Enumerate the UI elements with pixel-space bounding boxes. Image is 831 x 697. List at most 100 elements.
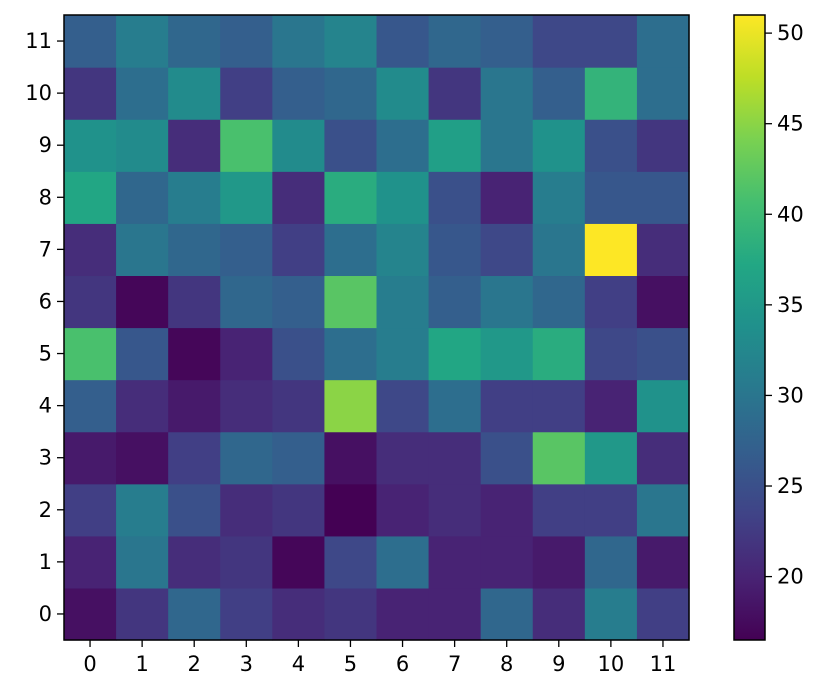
heatmap-cell [636, 483, 690, 537]
heatmap-cell [324, 535, 378, 589]
heatmap-cell [64, 327, 117, 381]
heatmap-cell [272, 119, 326, 172]
heatmap-cell [168, 535, 221, 589]
heatmap-cell [116, 535, 169, 589]
heatmap-cell [64, 223, 117, 277]
heatmap-cell [168, 483, 221, 537]
y-tick-label: 9 [39, 133, 52, 157]
x-tick-label: 4 [292, 652, 305, 676]
heatmap-cell [532, 275, 586, 329]
heatmap-cell [584, 327, 638, 381]
colorbar-axis: 20 25 30 35 40 45 50 [765, 21, 804, 589]
heatmap-cell [64, 171, 117, 224]
heatmap-cell [168, 67, 221, 120]
heatmap-cell [272, 587, 326, 641]
heatmap-cell [584, 379, 638, 433]
heatmap-cell [116, 379, 169, 433]
colorbar-tick-label: 20 [777, 565, 804, 589]
heatmap-cell [376, 171, 430, 224]
heatmap-cell [116, 483, 169, 537]
heatmap-cell [532, 483, 586, 537]
heatmap-cell [428, 327, 482, 381]
heatmap-cell [324, 223, 378, 277]
heatmap-cell [480, 327, 534, 381]
heatmap-cell [636, 119, 690, 172]
heatmap-cell [220, 327, 273, 381]
heatmap-cell [272, 275, 326, 329]
heatmap-cell [480, 379, 534, 433]
heatmap-cell [272, 535, 326, 589]
heatmap-cell [532, 15, 586, 68]
heatmap-cell [168, 119, 221, 172]
colorbar-tick-label: 30 [777, 383, 804, 407]
y-tick-label: 10 [25, 81, 52, 105]
heatmap-cell [532, 535, 586, 589]
heatmap-cell [324, 171, 378, 224]
heatmap-cell [64, 67, 117, 120]
heatmap-cell [168, 379, 221, 433]
heatmap-cell [584, 67, 638, 120]
x-axis: 0 1 2 3 4 5 6 7 8 9 10 11 [83, 640, 676, 676]
heatmap-cell [116, 171, 169, 224]
heatmap-cell [168, 587, 221, 641]
heatmap-cell [168, 431, 221, 485]
heatmap-cell [64, 275, 117, 329]
x-tick-label: 3 [240, 652, 253, 676]
heatmap-cell [480, 171, 534, 224]
heatmap-cell [64, 15, 117, 68]
colorbar-tick-label: 35 [777, 293, 804, 317]
heatmap-cell [376, 483, 430, 537]
heatmap-cell [480, 223, 534, 277]
plot-frame [63, 14, 690, 641]
heatmap-cell [584, 15, 638, 68]
y-tick-label: 5 [39, 342, 52, 366]
heatmap-cell [376, 379, 430, 433]
x-tick-label: 9 [552, 652, 565, 676]
heatmap-cell [64, 379, 117, 433]
heatmap-cell [532, 119, 586, 172]
heatmap-cell [636, 327, 690, 381]
heatmap-cell [376, 275, 430, 329]
colorbar-tick-label: 45 [777, 112, 804, 136]
heatmap-cell [272, 379, 326, 433]
heatmap-cell [584, 275, 638, 329]
heatmap-cell [636, 275, 690, 329]
x-tick-label: 7 [448, 652, 461, 676]
colorbar [733, 14, 766, 641]
heatmap-cell [168, 275, 221, 329]
heatmap-cell [428, 15, 482, 68]
x-tick-label: 11 [650, 652, 677, 676]
heatmap-cell [116, 327, 169, 381]
heatmap-cell [324, 15, 378, 68]
heatmap-cell [376, 119, 430, 172]
x-tick-label: 0 [83, 652, 96, 676]
heatmap-cell [480, 431, 534, 485]
heatmap-cell [584, 431, 638, 485]
heatmap-cell [376, 223, 430, 277]
x-tick-label: 10 [598, 652, 625, 676]
heatmap-cell [428, 119, 482, 172]
heatmap-cell [480, 67, 534, 120]
heatmap-cell [636, 431, 690, 485]
heatmap-cell [376, 67, 430, 120]
y-tick-label: 0 [39, 602, 52, 626]
heatmap-cell [168, 223, 221, 277]
heatmap-cell [220, 483, 273, 537]
heatmap-cell [428, 379, 482, 433]
heatmap-cell [376, 535, 430, 589]
heatmap-cell [272, 431, 326, 485]
heatmap-cell [64, 119, 117, 172]
heatmap-cell [116, 275, 169, 329]
heatmap-cell [220, 119, 273, 172]
heatmap-cell [324, 483, 378, 537]
colorbar-tick-label: 50 [777, 21, 804, 45]
heatmap-cell [584, 223, 638, 277]
heatmap-cell [272, 15, 326, 68]
heatmap-cell [220, 535, 273, 589]
heatmap-cell [272, 67, 326, 120]
heatmap-cell [64, 431, 117, 485]
heatmap-cell [272, 171, 326, 224]
heatmap-cell [324, 587, 378, 641]
heatmap-cell [116, 587, 169, 641]
heatmap-cell [532, 67, 586, 120]
